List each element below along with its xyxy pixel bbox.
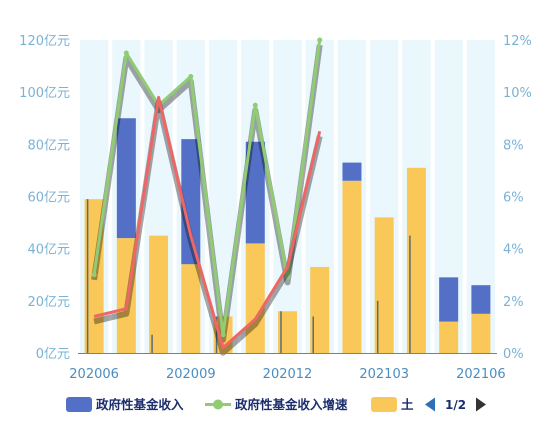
left-axis-tick-label: 100亿元 xyxy=(19,86,70,101)
bar-land[interactable] xyxy=(310,266,330,353)
x-axis-tick-label: 202103 xyxy=(359,367,409,382)
bar-land[interactable] xyxy=(116,238,136,353)
bar-fund-revenue[interactable] xyxy=(439,277,459,322)
bar-fund-revenue[interactable] xyxy=(471,285,491,314)
bar-land[interactable] xyxy=(342,180,362,353)
legend-label-fund-growth: 政府性基金收入增速 xyxy=(235,397,348,412)
legend-page-indicator: 1/2 xyxy=(445,398,466,412)
background-band xyxy=(273,40,302,353)
line-point-fund-growth[interactable] xyxy=(188,74,194,80)
left-axis: 0亿元 20亿元 40亿元 60亿元 80亿元 100亿元 120亿元 xyxy=(19,34,70,362)
line-point-fund-growth[interactable] xyxy=(91,272,97,278)
legend-item-fund-revenue[interactable]: 政府性基金收入 xyxy=(66,397,184,412)
line-secondary-growth[interactable] xyxy=(93,95,322,350)
bar-fund-revenue[interactable] xyxy=(342,162,362,181)
left-axis-tick-label: 20亿元 xyxy=(27,295,70,310)
right-axis-tick-label: 12% xyxy=(503,34,532,49)
legend: 政府性基金收入 政府性基金收入增速 土 1/2 xyxy=(66,397,486,412)
bar-fund-revenue[interactable] xyxy=(181,139,201,265)
right-axis-tick-label: 2% xyxy=(503,295,524,310)
left-axis-tick-label: 80亿元 xyxy=(27,138,70,153)
bar-land[interactable] xyxy=(471,313,491,353)
line-point-fund-growth[interactable] xyxy=(285,274,290,280)
background-band xyxy=(208,40,238,353)
right-axis: 0% 2% 4% 6% 8% 10% 12% xyxy=(503,34,532,362)
bar-land[interactable] xyxy=(245,243,265,353)
x-axis-tick-label: 202012 xyxy=(263,367,313,382)
left-axis-tick-label: 120亿元 xyxy=(19,34,70,49)
bar-land[interactable] xyxy=(439,321,459,353)
line-fund-growth[interactable] xyxy=(92,39,322,337)
legend-swatch-dot-fund-growth xyxy=(213,399,223,410)
line-point-fund-growth[interactable] xyxy=(317,37,323,43)
legend-swatch-land xyxy=(371,397,397,412)
right-axis-tick-label: 0% xyxy=(503,347,524,362)
legend-swatch-fund-revenue xyxy=(66,397,92,412)
x-axis-tick-label: 202009 xyxy=(166,367,216,382)
bar-fund-revenue[interactable] xyxy=(116,118,136,239)
triangle-left-icon[interactable] xyxy=(425,397,435,412)
line-point-fund-growth[interactable] xyxy=(252,102,258,108)
bar-land[interactable] xyxy=(374,217,394,353)
legend-label-land: 土 xyxy=(401,397,414,412)
bar-land[interactable] xyxy=(181,264,201,353)
x-axis-tick-label: 202106 xyxy=(456,367,506,382)
legend-item-land[interactable]: 土 xyxy=(371,397,414,412)
bar-land[interactable] xyxy=(406,167,426,353)
left-axis-tick-label: 60亿元 xyxy=(27,191,70,206)
line-point-fund-growth[interactable] xyxy=(123,50,129,56)
bar-land[interactable] xyxy=(149,235,169,353)
right-axis-tick-label: 8% xyxy=(503,138,524,153)
right-axis-tick-label: 4% xyxy=(503,243,524,258)
left-axis-tick-label: 0亿元 xyxy=(36,347,70,362)
bar-fund-revenue[interactable] xyxy=(245,141,265,244)
x-axis: 202006 202009 202012 202103 202106 xyxy=(69,353,506,382)
line-point-fund-growth[interactable] xyxy=(220,332,226,338)
triangle-right-icon[interactable] xyxy=(476,397,486,412)
bar-land[interactable] xyxy=(278,311,297,353)
left-axis-tick-label: 40亿元 xyxy=(27,243,70,258)
right-axis-tick-label: 6% xyxy=(503,191,524,206)
right-axis-tick-label: 10% xyxy=(503,86,532,101)
bar-series-group xyxy=(84,118,491,353)
legend-item-fund-growth[interactable]: 政府性基金收入增速 xyxy=(205,397,348,412)
legend-label-fund-revenue: 政府性基金收入 xyxy=(96,397,184,412)
line-series-group xyxy=(91,37,323,356)
x-axis-tick-label: 202006 xyxy=(69,367,119,382)
